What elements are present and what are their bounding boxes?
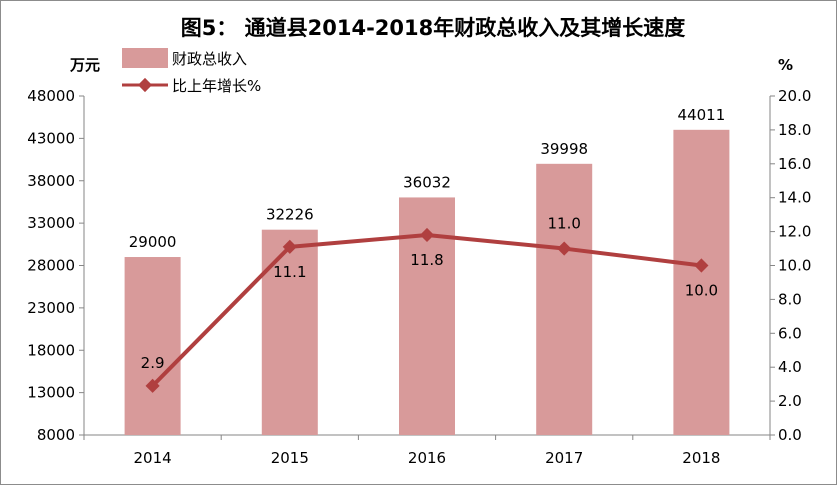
right-tick-label: 10.0 [778, 257, 811, 275]
legend: 财政总收入 比上年增长% [122, 48, 261, 95]
left-tick-label: 43000 [27, 129, 75, 147]
growth-value-label: 11.0 [547, 215, 580, 233]
right-tick-label: 0.0 [778, 426, 802, 444]
right-tick-label: 4.0 [778, 358, 802, 376]
bar [124, 257, 181, 435]
growth-point [557, 241, 572, 256]
growth-point [282, 239, 297, 254]
right-tick-label: 2.0 [778, 392, 802, 410]
growth-point [419, 227, 435, 243]
growth-value-label: 10.0 [685, 282, 718, 300]
legend-bar-swatch [122, 48, 168, 68]
right-tick-label: 12.0 [778, 223, 811, 241]
x-tick-label: 2014 [134, 449, 172, 467]
x-tick-label: 2017 [545, 449, 583, 467]
right-tick-label: 16.0 [778, 155, 811, 173]
legend-bar-label: 财政总收入 [172, 50, 247, 68]
left-axis-unit: 万元 [69, 56, 100, 74]
left-tick-label: 33000 [27, 214, 75, 232]
left-tick-label: 23000 [27, 299, 75, 317]
chart-title: 图5： 通道县2014-2018年财政总收入及其增长速度 [181, 16, 686, 40]
right-tick-label: 14.0 [778, 189, 811, 207]
growth-value-label: 11.1 [273, 263, 306, 281]
bar [673, 129, 730, 436]
x-tick-label: 2015 [271, 449, 309, 467]
left-tick-label: 48000 [27, 87, 75, 105]
right-axis-unit: % [778, 56, 793, 74]
right-tick-label: 20.0 [778, 87, 811, 105]
bar-value-label: 32226 [266, 206, 314, 224]
growth-point [145, 378, 160, 393]
bar-value-label: 36032 [403, 173, 451, 191]
left-tick-label: 28000 [27, 257, 75, 275]
growth-value-label: 11.8 [410, 251, 443, 269]
growth-value-label: 2.9 [141, 354, 165, 372]
left-tick-label: 8000 [37, 426, 75, 444]
legend-line-marker [137, 77, 153, 93]
right-tick-label: 8.0 [778, 290, 802, 308]
left-tick-label: 18000 [27, 341, 75, 359]
bar-value-label: 29000 [129, 233, 177, 251]
right-tick-label: 18.0 [778, 121, 811, 139]
legend-line-label: 比上年增长% [172, 77, 261, 95]
growth-point [694, 258, 709, 273]
left-tick-label: 13000 [27, 384, 75, 402]
x-tick-label: 2016 [408, 449, 446, 467]
bar [261, 229, 318, 435]
left-tick-label: 38000 [27, 172, 75, 190]
bar-value-label: 39998 [540, 140, 588, 158]
right-tick-label: 6.0 [778, 324, 802, 342]
plot-area: 8000 13000 18000 23000 28000 33000 38000 43000 4… [27, 87, 811, 467]
bar [536, 163, 593, 435]
x-tick-label: 2018 [682, 449, 720, 467]
bar-value-label: 44011 [678, 106, 726, 124]
